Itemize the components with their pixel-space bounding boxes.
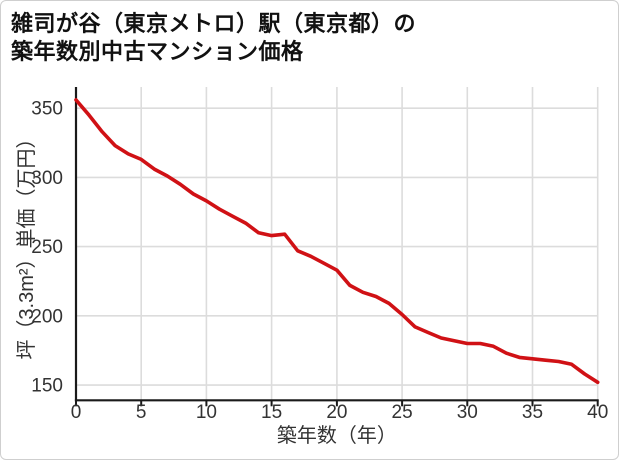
y-tick-label: 350	[31, 99, 63, 120]
price-line	[74, 98, 600, 385]
chart-title: 雑司が谷（東京メトロ）駅（東京都）の 築年数別中古マンション価格	[11, 10, 416, 66]
y-axis-title: 坪（3.3m²）単価（万円）	[15, 128, 38, 359]
y-tick-label: 200	[31, 306, 63, 327]
x-tick-label: 35	[522, 402, 543, 423]
x-tick-label: 15	[261, 402, 282, 423]
x-tick-label: 40	[587, 402, 608, 423]
x-tick-label: 10	[196, 402, 217, 423]
x-tick-label: 5	[136, 402, 147, 423]
chart-title-line2: 築年数別中古マンション価格	[11, 39, 304, 64]
chart-title-line1: 雑司が谷（東京メトロ）駅（東京都）の	[11, 11, 417, 36]
y-tick-label: 250	[31, 237, 63, 258]
y-tick-label: 150	[31, 376, 63, 397]
x-axis-title: 築年数（年）	[277, 424, 397, 447]
x-tick-label: 0	[71, 402, 82, 423]
x-tick-label: 20	[326, 402, 347, 423]
y-tick-label: 300	[31, 168, 63, 189]
x-tick-label: 25	[392, 402, 413, 423]
x-tick-label: 30	[457, 402, 478, 423]
